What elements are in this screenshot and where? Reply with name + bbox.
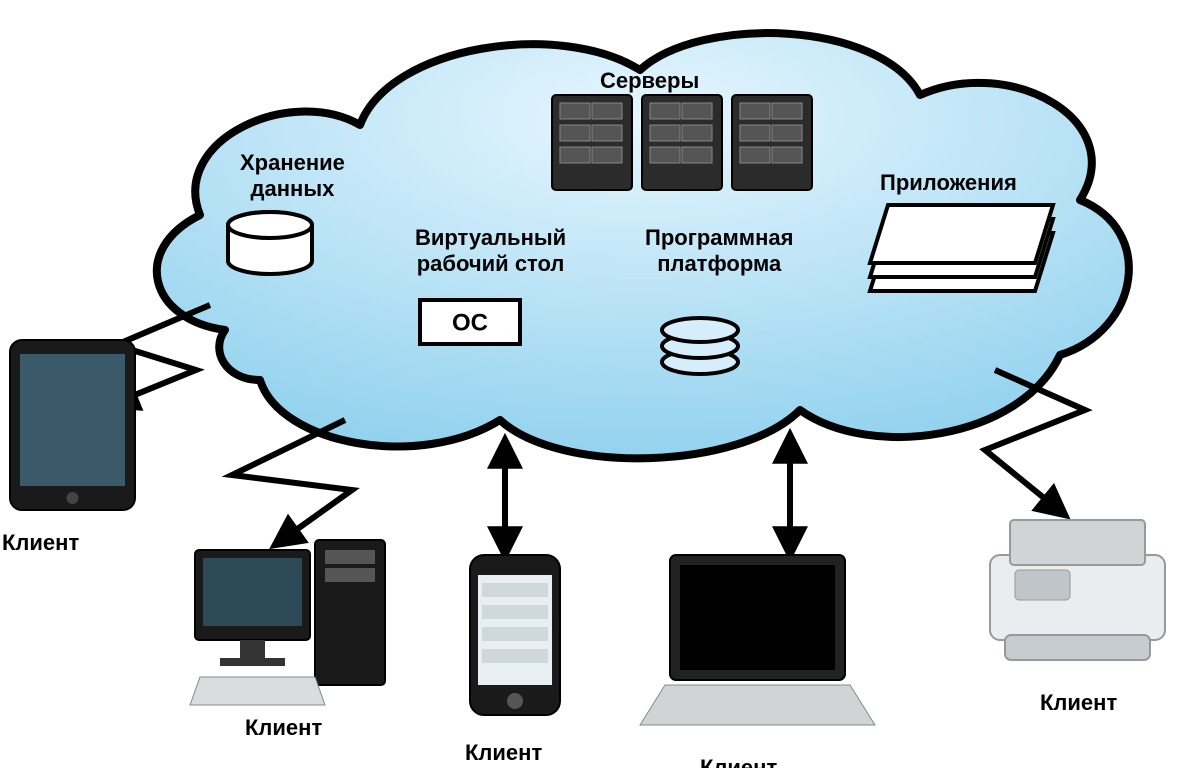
- desktop-icon: [190, 540, 385, 705]
- platform-icon: [662, 318, 738, 374]
- label-platform: Программная платформа: [645, 225, 793, 277]
- apps-icon: [870, 205, 1053, 291]
- diagram-svg: ОС: [0, 0, 1200, 768]
- label-servers: Серверы: [600, 68, 699, 94]
- vdesktop-os-icon: ОС: [420, 300, 520, 344]
- label-vdesktop: Виртуальный рабочий стол: [415, 225, 566, 277]
- label-client-tablet: Клиент: [2, 530, 79, 556]
- label-client-desktop: Клиент: [245, 715, 322, 741]
- label-client-printer: Клиент: [1040, 690, 1117, 716]
- svg-text:ОС: ОС: [452, 309, 488, 336]
- tablet-icon: [10, 340, 135, 510]
- label-apps: Приложения: [880, 170, 1017, 196]
- label-storage: Хранение данных: [240, 150, 345, 202]
- servers-icon: [552, 95, 812, 190]
- printer-icon: [990, 520, 1165, 660]
- phone-icon: [470, 555, 560, 715]
- label-client-phone: Клиент: [465, 740, 542, 766]
- label-client-laptop: Клиент: [700, 755, 777, 768]
- laptop-icon: [640, 555, 875, 725]
- diagram-stage: ОС Серверы Хранение данных Виртуальный раб…: [0, 0, 1200, 768]
- storage-icon: [228, 212, 312, 274]
